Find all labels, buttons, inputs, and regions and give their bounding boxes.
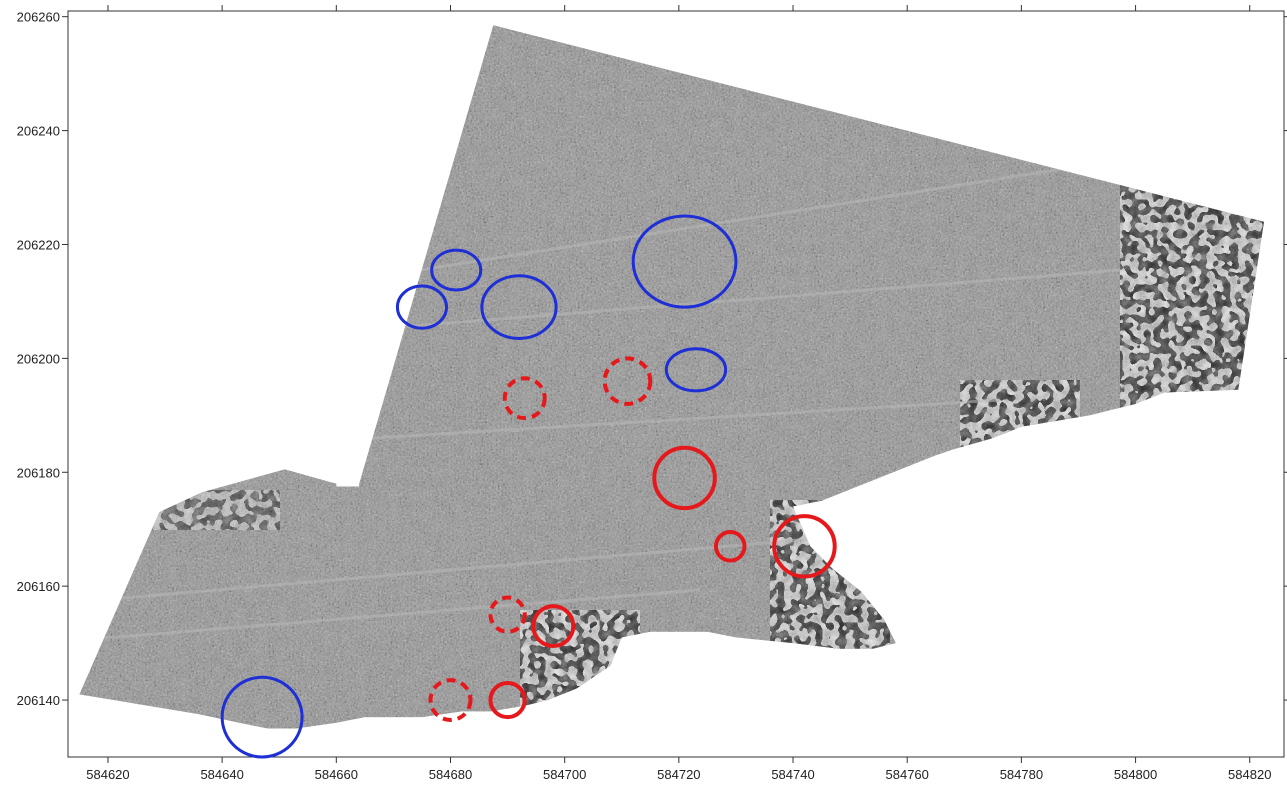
red-solid-circle	[713, 530, 747, 563]
red-solid-circle	[531, 604, 576, 648]
linear-anomaly	[339, 398, 1001, 442]
anomaly-annotations	[220, 214, 837, 759]
x-tick-label: 584800	[1114, 767, 1157, 782]
red-dashed-circle	[602, 356, 653, 406]
red-solid-circle	[488, 680, 527, 720]
noise-zone	[520, 610, 640, 729]
y-tick-label: 206140	[17, 693, 60, 708]
blue-solid-circle	[395, 284, 449, 330]
y-tick-label: 206260	[17, 10, 60, 25]
plot-border	[67, 10, 1285, 758]
y-tick-label: 206200	[17, 351, 60, 366]
y-tick-label: 206220	[17, 237, 60, 252]
linear-anomaly	[99, 538, 801, 602]
x-tick-label: 584680	[429, 767, 472, 782]
blue-solid-circle	[664, 347, 728, 393]
x-tick-label: 584640	[200, 767, 243, 782]
red-dashed-circle	[488, 595, 527, 634]
x-tick-label: 584820	[1228, 767, 1271, 782]
x-axis: 584620 584640 584660 584680 584700 584720 5847…	[86, 5, 1271, 782]
blue-solid-circle	[631, 214, 738, 309]
x-tick-label: 584740	[771, 767, 814, 782]
red-dashed-circle	[502, 376, 547, 421]
linear-anomaly	[419, 158, 1121, 272]
x-tick-label: 584620	[86, 767, 129, 782]
x-tick-label: 584660	[315, 767, 358, 782]
x-tick-label: 584760	[886, 767, 929, 782]
y-tick-label: 206240	[17, 124, 60, 139]
blue-solid-circle	[220, 675, 304, 759]
noise-zone	[960, 380, 1080, 470]
red-dashed-circle	[428, 678, 473, 722]
blue-solid-circle	[480, 274, 558, 340]
plot-frame	[67, 10, 1285, 758]
blue-solid-circle	[430, 248, 483, 292]
x-tick-label: 584700	[543, 767, 586, 782]
red-solid-circle	[652, 445, 717, 511]
y-tick-label: 206180	[17, 465, 60, 480]
linear-anomaly	[79, 588, 701, 642]
y-tick-label: 206160	[17, 579, 60, 594]
x-tick-label: 584720	[657, 767, 700, 782]
noise-zone	[140, 490, 280, 530]
noise-zone	[1120, 180, 1264, 410]
x-tick-label: 584780	[1000, 767, 1043, 782]
y-axis: 206140 206160 206180 206200 206220 206240 2062…	[17, 10, 1287, 708]
red-solid-circle	[772, 514, 837, 579]
